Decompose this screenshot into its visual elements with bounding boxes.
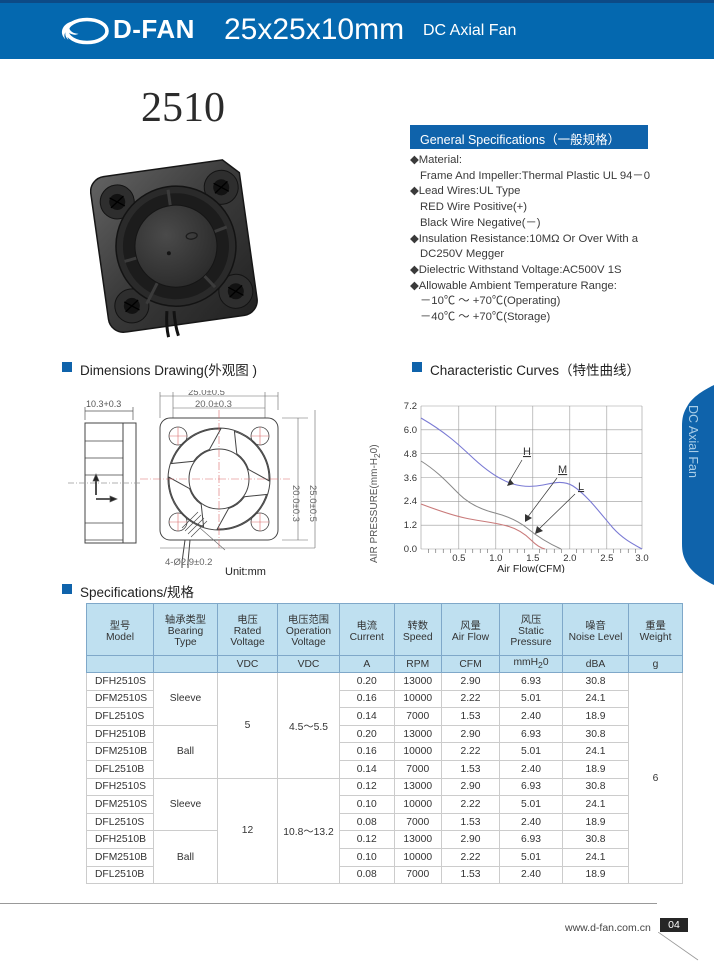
- svg-text:20.0±0.3: 20.0±0.3: [195, 399, 232, 410]
- svg-text:H: H: [523, 446, 531, 458]
- svg-text:Unit:mm: Unit:mm: [225, 566, 266, 578]
- svg-text:10.3+0.3: 10.3+0.3: [86, 399, 121, 409]
- svg-text:0.0: 0.0: [404, 544, 417, 555]
- svg-text:7.2: 7.2: [404, 401, 417, 412]
- svg-text:L: L: [578, 481, 584, 493]
- svg-text:20.0±0.3: 20.0±0.3: [290, 485, 301, 522]
- svg-text:25.0±0.5: 25.0±0.5: [307, 485, 318, 522]
- svg-text:2.5: 2.5: [600, 553, 613, 564]
- svg-text:2.4: 2.4: [404, 496, 417, 507]
- svg-text:Air Flow(CFM): Air Flow(CFM): [497, 563, 565, 573]
- svg-text:3.0: 3.0: [635, 553, 648, 564]
- svg-text:4.8: 4.8: [404, 449, 417, 460]
- svg-text:4-Ø2.9±0.2: 4-Ø2.9±0.2: [165, 557, 212, 568]
- svg-text:M: M: [558, 464, 567, 476]
- svg-text:6.0: 6.0: [404, 425, 417, 436]
- svg-text:1.2: 1.2: [404, 520, 417, 531]
- svg-text:0.5: 0.5: [452, 553, 465, 564]
- svg-text:2.0: 2.0: [563, 553, 576, 564]
- svg-text:3.6: 3.6: [404, 473, 417, 484]
- svg-text:25.0±0.5: 25.0±0.5: [188, 390, 225, 398]
